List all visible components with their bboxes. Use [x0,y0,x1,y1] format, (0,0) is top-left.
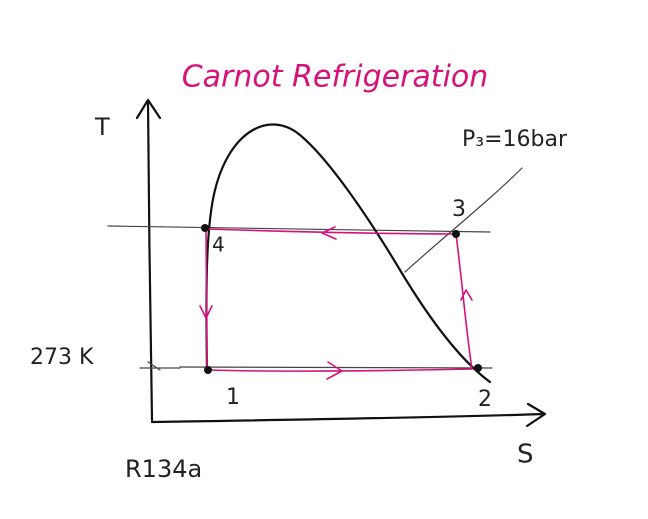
point-label: 3 [452,197,466,222]
refrigerant-label: R134a [125,455,202,483]
pressure-label: P₃=16bar [462,127,568,152]
t-axis [135,98,162,422]
s-axis [150,402,547,428]
state-point [474,364,482,372]
lower-isotherm [179,366,493,369]
y-axis-label: T [94,113,110,141]
point-label: 2 [478,387,492,412]
temp-pointer [139,361,181,371]
cycle [205,228,473,372]
saturation-dome [205,123,492,384]
upper-isotherm [107,225,491,233]
point-label: 4 [212,233,225,257]
arrow [326,361,343,380]
title: Carnot Refrigeration [182,60,489,95]
x-axis-label: S [517,440,534,470]
point-label: 1 [226,385,240,410]
state-point [204,366,212,374]
arrow [321,226,337,240]
state-point [201,224,209,232]
arrow [460,289,473,301]
arrow [199,305,213,319]
isobar-pointer [404,167,523,273]
temperature-label: 273 K [30,345,94,370]
state-point [452,230,460,238]
